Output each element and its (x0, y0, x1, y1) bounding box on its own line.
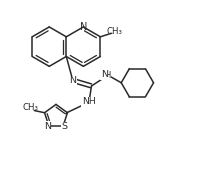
Text: S: S (62, 122, 68, 131)
Text: CH₃: CH₃ (23, 103, 39, 112)
Text: N: N (44, 122, 51, 131)
Text: N: N (101, 70, 108, 79)
Text: H: H (104, 71, 110, 80)
Text: NH: NH (82, 97, 96, 106)
Text: N: N (69, 76, 76, 85)
Text: N: N (80, 22, 87, 32)
Text: CH₃: CH₃ (107, 27, 123, 36)
